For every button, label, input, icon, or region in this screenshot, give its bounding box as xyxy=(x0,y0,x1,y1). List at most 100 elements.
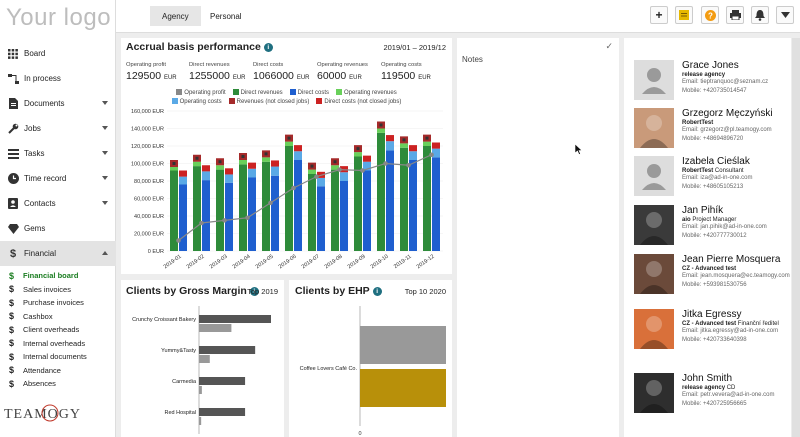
chevron-down-icon xyxy=(102,176,108,180)
contact-card[interactable]: John Smith release agency CD Email: petr.v… xyxy=(634,373,791,419)
grid-icon xyxy=(7,48,19,60)
contact-card[interactable]: Grace Jones release agency Email: tieptra… xyxy=(634,60,791,106)
sidebar-item-time-record[interactable]: Time record xyxy=(0,166,116,191)
help-button[interactable]: ? xyxy=(701,6,719,24)
bar-costs-not-closed xyxy=(202,165,210,172)
submenu-item-label: Absences xyxy=(23,379,56,389)
notifications-button[interactable] xyxy=(751,6,769,24)
x-tick-label: 2019-10 xyxy=(370,254,390,270)
bar-operating-revenues xyxy=(423,141,431,146)
notes-panel[interactable]: Notes ✓ xyxy=(457,38,619,437)
bar-operating-costs xyxy=(317,177,325,187)
bar-direct-revenues xyxy=(170,170,178,251)
bell-icon xyxy=(755,9,765,21)
panel-title: Clients by Gross Margin xyxy=(126,285,247,297)
bar-operating-costs xyxy=(386,141,394,151)
contacts-icon xyxy=(7,198,19,210)
bar-revenues-not-closed-mark xyxy=(310,164,314,168)
y-tick-label: 120,000 EUR xyxy=(131,144,164,150)
bar-operating-costs xyxy=(409,151,417,160)
contact-card[interactable]: Izabela Cieślak RobertTest Consultant Emai… xyxy=(634,156,791,202)
notes-title: Notes xyxy=(462,55,483,64)
caret-down-icon xyxy=(780,12,790,18)
bar-operating-costs xyxy=(432,148,440,158)
submenu-item[interactable]: $ Client overheads xyxy=(0,323,116,337)
sidebar-item-label: Time record xyxy=(24,174,67,183)
scrollbar[interactable] xyxy=(792,38,800,437)
sidebar-item-gems[interactable]: Gems xyxy=(0,216,116,241)
tab-agency[interactable]: Agency xyxy=(150,6,201,26)
submenu-item-label: Attendance xyxy=(23,365,61,375)
contact-mobile: Mobile: +48605105213 xyxy=(682,183,744,190)
submenu-item[interactable]: $ Internal overheads xyxy=(0,337,116,351)
print-button[interactable] xyxy=(726,6,744,24)
submenu-item[interactable]: $ Attendance xyxy=(0,364,116,378)
range-label[interactable]: Top 10 2020 xyxy=(404,287,446,296)
contact-email[interactable]: Email: tieptranquoc@seznam.cz xyxy=(682,79,769,85)
notes-button[interactable] xyxy=(675,6,693,24)
submenu-item[interactable]: $ Absences xyxy=(0,377,116,391)
submenu-item[interactable]: $ Financial board xyxy=(0,269,116,283)
contact-card[interactable]: Jean Pierre Mosquera CZ - Advanced test E… xyxy=(634,254,791,300)
contact-card[interactable]: Jan Pihík aio Project Manager Email: jan.p… xyxy=(634,205,791,251)
submenu-item[interactable]: $ Sales invoices xyxy=(0,283,116,297)
submenu-item[interactable]: $ Cashbox xyxy=(0,310,116,324)
x-tick-label: 2019-06 xyxy=(278,254,298,270)
period-label[interactable]: 2019/01 – 2019/12 xyxy=(383,43,446,52)
contact-email[interactable]: Email: iza@ad-in-one.com xyxy=(682,175,753,181)
bar-costs-not-closed xyxy=(179,170,187,177)
contact-card[interactable]: Jitka Egressy CZ - Advanced test Finanční… xyxy=(634,309,791,355)
bar-revenues-not-closed-mark xyxy=(402,138,406,142)
panel-title: Clients by EHP xyxy=(295,285,370,297)
x-tick-label: 2019-08 xyxy=(324,254,344,270)
sidebar-item-tasks[interactable]: Tasks xyxy=(0,141,116,166)
dollar-icon: $ xyxy=(9,351,15,362)
bar-direct-costs xyxy=(386,150,394,251)
profit-point xyxy=(176,238,181,243)
kpi: Operating profit 129500 EUR xyxy=(126,62,177,82)
teamogy-logo-icon: TEAMOGY xyxy=(4,404,80,422)
tab-personal[interactable]: Personal xyxy=(210,11,242,21)
kpi-label: Direct costs xyxy=(253,62,284,68)
bar-direct-costs xyxy=(271,175,279,251)
submenu-item[interactable]: $ Purchase invoices xyxy=(0,296,116,310)
bar-operating-costs xyxy=(225,174,233,183)
bar-costs-not-closed xyxy=(386,135,394,142)
logo[interactable]: Your logo xyxy=(6,4,112,31)
contact-email[interactable]: Email: jan.pihik@ad-in-one.com xyxy=(682,224,767,230)
chevron-down-icon xyxy=(102,101,108,105)
sidebar-item-board[interactable]: Board xyxy=(0,41,116,66)
contact-mobile: Mobile: +48694896720 xyxy=(682,135,744,142)
contact-email[interactable]: Email: jean.mosquera@ec.teamogy.com xyxy=(682,273,790,279)
contact-email[interactable]: Email: jitka.egressy@ad-in-one.com xyxy=(682,328,779,334)
sidebar-item-financial[interactable]: $ Financial xyxy=(0,241,116,266)
dollar-icon: $ xyxy=(9,297,15,308)
info-icon[interactable]: i xyxy=(372,287,382,296)
y-tick-label: 160,000 EUR xyxy=(131,109,164,115)
contact-card[interactable]: Grzegorz Męczyński RobertTest Email: grze… xyxy=(634,108,791,154)
submenu-item[interactable]: $ Internal documents xyxy=(0,350,116,364)
note-icon xyxy=(679,10,689,20)
sidebar-item-contacts[interactable]: Contacts xyxy=(0,191,116,216)
info-icon[interactable]: i xyxy=(249,287,259,296)
sidebar-item-jobs[interactable]: Jobs xyxy=(0,116,116,141)
contact-email[interactable]: Email: grzegorz@pl.teamogy.com xyxy=(682,127,772,133)
range-label[interactable]: Top 2019 xyxy=(247,287,278,296)
x-tick-label: 0 xyxy=(358,431,361,437)
info-icon[interactable]: i xyxy=(263,43,273,52)
add-button[interactable]: + xyxy=(650,6,668,24)
kpi-label: Operating costs xyxy=(381,62,422,68)
sidebar-item-in-process[interactable]: In process xyxy=(0,66,116,91)
accrual-performance-panel: Accrual basis performance i 2019/01 – 201… xyxy=(121,38,452,274)
contact-name: Jan Pihík xyxy=(682,205,724,216)
submenu-item-label: Sales invoices xyxy=(23,284,71,294)
user-menu-button[interactable] xyxy=(776,6,794,24)
chevron-down-icon xyxy=(102,201,108,205)
sidebar-item-documents[interactable]: Documents xyxy=(0,91,116,116)
contact-email[interactable]: Email: petr.vevera@ad-in-one.com xyxy=(682,392,775,398)
dollar-icon: $ xyxy=(9,284,15,295)
legend-item: Operating costs xyxy=(171,98,222,105)
check-icon[interactable]: ✓ xyxy=(605,41,613,51)
kpi: Direct costs 1066000 EUR xyxy=(253,62,309,82)
legend-item: Direct costs xyxy=(289,89,329,96)
